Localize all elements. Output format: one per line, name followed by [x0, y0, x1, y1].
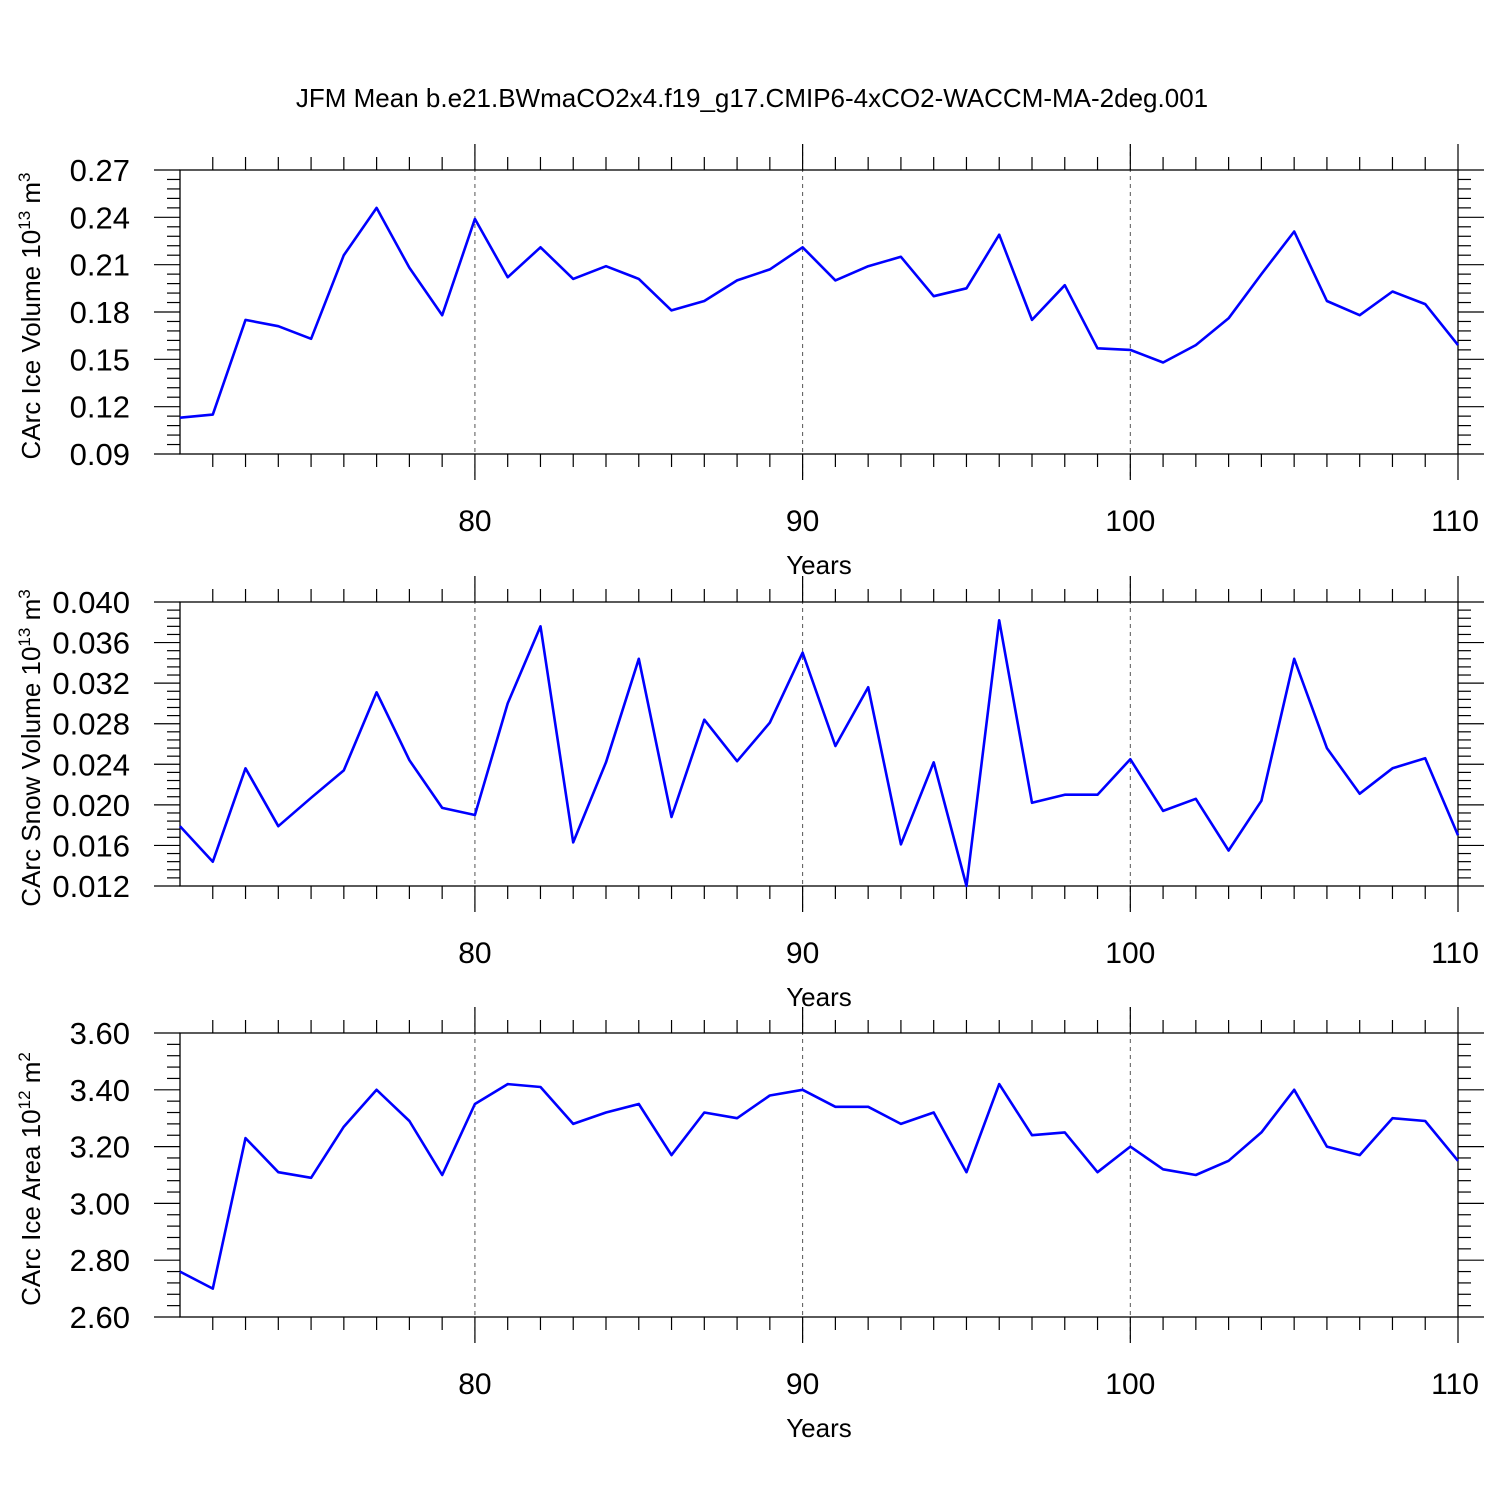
panel-2-xtick-label: 80 — [458, 937, 491, 970]
panel-3-xtick-label: 100 — [1105, 1368, 1155, 1401]
panel-3-ylabel-unit-exponent: 2 — [15, 1052, 34, 1061]
panel-1-xtick-label: 100 — [1105, 505, 1155, 538]
panel-1-ylabel-unit-exponent: 3 — [15, 172, 34, 181]
panel-3-ytick-label: 2.80 — [70, 1243, 130, 1278]
panel-1-plot-frame — [179, 169, 1459, 455]
panel-2-ytick-label: 0.028 — [52, 707, 130, 742]
panel-2-ylabel-unit-exponent: 3 — [15, 589, 34, 598]
panel-3-xlabel: Years — [786, 1413, 852, 1443]
panel-2-ytick-label: 0.020 — [52, 788, 130, 823]
panel-3-ytick-label: 3.20 — [70, 1130, 130, 1165]
panel-1-ylabel-exponent: 13 — [15, 211, 34, 230]
panel-1-ylabel: CArc Ice Volume 1013 m3 — [15, 172, 46, 459]
panel-3-plot-frame — [179, 1032, 1459, 1318]
panel-3-ytick-label: 3.40 — [70, 1073, 130, 1108]
panel-3-ylabel-exponent: 12 — [15, 1090, 34, 1109]
panel-1-ytick-label: 0.09 — [70, 437, 130, 472]
panels-group: 0.09 0.12 0.15 0.18 0.21 0.24 0.27 80 90 100 110 Ye… — [15, 144, 1484, 1443]
panel-3-group: 2.60 2.80 3.00 3.20 3.40 3.60 80 90 100 110 Years C… — [15, 1007, 1484, 1443]
panel-1-xtick-label: 90 — [786, 505, 819, 538]
panel-2-ylabel: CArc Snow Volume 1013 m3 — [15, 589, 46, 906]
panel-1-ytick-label: 0.24 — [70, 200, 130, 235]
panel-2-ytick-label: 0.040 — [52, 585, 130, 620]
panel-1-ylabel-text: CArc Ice Volume 10 — [16, 230, 46, 460]
panel-3-ytick-label: 3.00 — [70, 1186, 130, 1221]
panel-1-ytick-label: 0.15 — [70, 342, 130, 377]
panel-1-series-line — [179, 206, 1460, 419]
panel-1-ytick-label: 0.21 — [70, 248, 130, 283]
panel-2-ytick-label: 0.016 — [52, 828, 130, 863]
panel-2-xlabel: Years — [786, 982, 852, 1012]
panel-3-ytick-label: 3.60 — [70, 1016, 130, 1051]
panel-2-ytick-label: 0.032 — [52, 666, 130, 701]
panel-3-ylabel: CArc Ice Area 1012 m2 — [15, 1052, 46, 1306]
panel-2-ytick-label: 0.036 — [52, 626, 130, 661]
panel-2-xtick-label: 100 — [1105, 937, 1155, 970]
panel-2-group: 0.012 0.016 0.020 0.024 0.028 0.032 0.036 0.040… — [15, 576, 1484, 1012]
panel-3-xtick-label: 80 — [458, 1368, 491, 1401]
panel-1-xtick-label: 80 — [458, 505, 491, 538]
panel-3-ylabel-text: CArc Ice Area 10 — [16, 1109, 46, 1306]
panel-1-group: 0.09 0.12 0.15 0.18 0.21 0.24 0.27 80 90 100 110 Ye… — [15, 144, 1484, 580]
panel-3-xtick-label: 90 — [786, 1368, 819, 1401]
panel-3-ytick-label: 2.60 — [70, 1300, 130, 1335]
panel-1-ytick-label: 0.27 — [70, 153, 130, 188]
panel-2-xtick-label: 90 — [786, 937, 819, 970]
panel-3-ylabel-unit: m — [16, 1062, 46, 1091]
chart-title: JFM Mean b.e21.BWmaCO2x4.f19_g17.CMIP6-4… — [296, 83, 1208, 113]
panel-2-xtick-label: 110 — [1431, 937, 1479, 970]
panel-2-series-line — [179, 618, 1460, 888]
panel-2-ytick-label: 0.024 — [52, 747, 130, 782]
panel-3-series-line — [179, 1082, 1460, 1290]
panel-1-ytick-label: 0.12 — [70, 390, 130, 425]
panel-1-ytick-label: 0.18 — [70, 295, 130, 330]
panel-2-ytick-label: 0.012 — [52, 869, 130, 904]
panel-2-ylabel-text: CArc Snow Volume 10 — [16, 647, 46, 907]
panel-1-ylabel-unit: m — [16, 182, 46, 211]
panel-2-plot-frame — [179, 601, 1459, 887]
panel-2-ylabel-exponent: 13 — [15, 628, 34, 647]
panel-1-xlabel: Years — [786, 550, 852, 580]
panel-2-ylabel-unit: m — [16, 599, 46, 628]
panel-1-xtick-label: 110 — [1431, 505, 1479, 538]
panel-3-xtick-label: 110 — [1431, 1368, 1479, 1401]
